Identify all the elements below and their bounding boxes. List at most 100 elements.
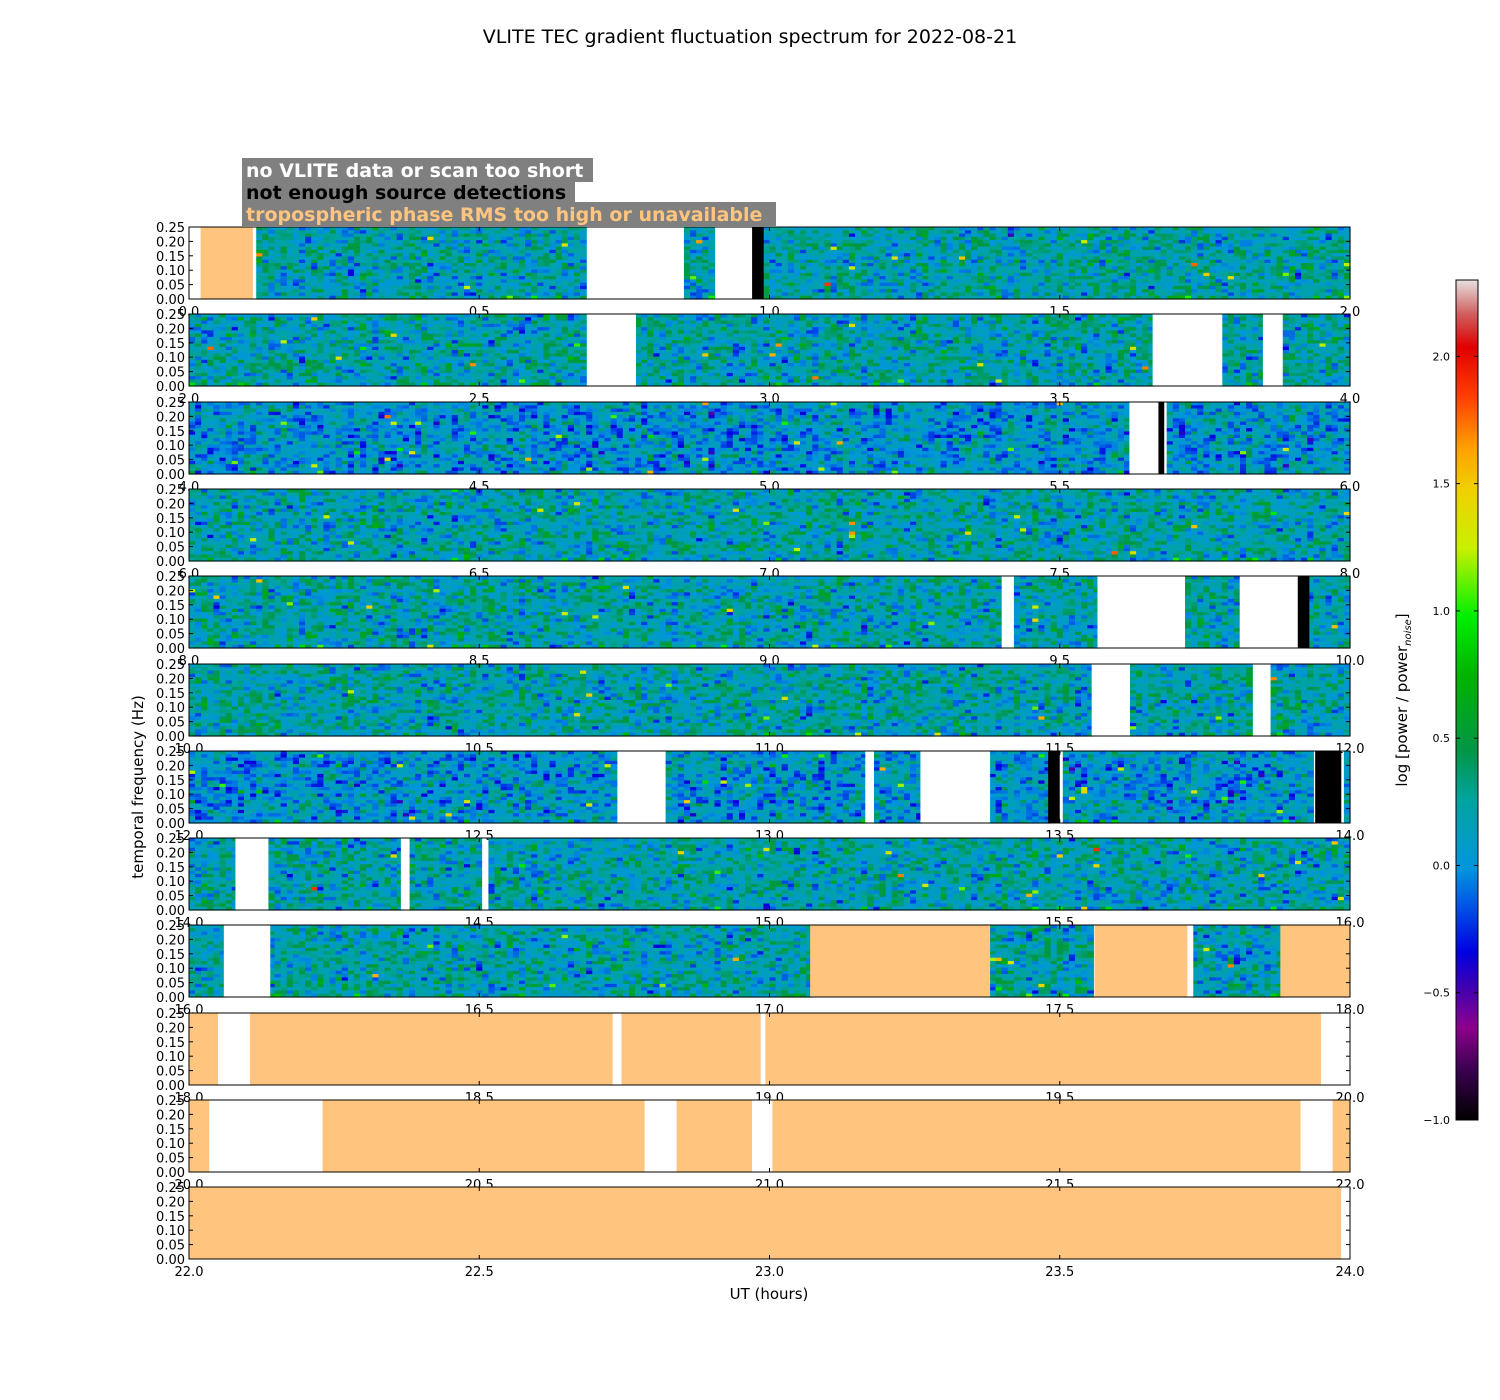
heatmap-cell (482, 240, 490, 244)
heatmap-cell (573, 230, 581, 235)
heatmap-cell (696, 227, 703, 231)
heatmap-cell (341, 289, 349, 294)
heatmap-cell (830, 263, 838, 267)
heatmap-cell (537, 292, 545, 297)
heatmap-cell (793, 279, 801, 284)
heatmap-cell (561, 243, 569, 248)
heatmap-cell (439, 266, 447, 271)
heatmap-cell (366, 246, 373, 251)
heatmap-cell (415, 272, 422, 277)
heatmap-cell (347, 246, 355, 251)
heatmap-cell (329, 227, 337, 231)
heatmap-cell (268, 272, 276, 277)
heatmap-cell (787, 295, 795, 300)
heatmap-cell (408, 227, 416, 231)
heatmap-cell (457, 249, 465, 254)
heatmap-cell (463, 289, 471, 294)
heatmap-cell (812, 285, 819, 290)
heatmap-cell (708, 272, 716, 277)
heatmap-cell (390, 236, 398, 241)
heatmap-cell (408, 230, 416, 235)
heatmap-cell (567, 259, 575, 264)
heatmap-cell (396, 227, 404, 231)
heatmap-cell (769, 259, 777, 264)
heatmap-cell (512, 230, 520, 235)
heatmap-cell (372, 256, 380, 261)
heatmap-cell (427, 272, 435, 277)
heatmap-cell (292, 292, 300, 297)
heatmap-cell (262, 282, 270, 287)
heatmap-cell (891, 276, 899, 280)
heatmap-cell (787, 259, 795, 264)
heatmap-cell (488, 230, 496, 235)
heatmap-cell (408, 243, 416, 248)
heatmap-cell (451, 233, 459, 238)
heatmap-cell (567, 230, 575, 235)
heatmap-cell (512, 249, 520, 254)
heatmap-cell (806, 256, 813, 261)
heatmap-cell (488, 263, 496, 267)
heatmap-cell (775, 240, 783, 244)
heatmap-cell (335, 240, 343, 244)
heatmap-cell (445, 292, 453, 297)
heatmap-cell (690, 263, 697, 267)
heatmap-cell (280, 253, 288, 258)
heatmap-cell (555, 240, 563, 244)
heatmap-cell (360, 276, 367, 280)
heatmap-cell (488, 292, 496, 297)
heatmap-cell (317, 289, 325, 294)
heatmap-cell (549, 236, 557, 241)
heatmap-cell (800, 263, 807, 267)
heatmap-cell (292, 285, 300, 290)
heatmap-cell (873, 285, 881, 290)
heatmap-cell (518, 266, 526, 271)
heatmap-cell (451, 256, 459, 261)
heatmap-cell (274, 246, 282, 251)
heatmap-cell (402, 227, 410, 231)
heatmap-cell (427, 276, 435, 280)
heatmap-cell (824, 292, 832, 297)
heatmap-cell (451, 295, 459, 300)
heatmap-cell (421, 227, 428, 231)
heatmap-cell (781, 243, 789, 248)
heatmap-cell (488, 259, 496, 264)
heatmap-cell (531, 295, 538, 300)
y-tick-label: 0.15 (156, 250, 185, 265)
heatmap-cell (384, 240, 392, 244)
heatmap-cell (812, 282, 819, 287)
heatmap-cell (341, 263, 349, 267)
heatmap-cell (298, 253, 306, 258)
heatmap-cell (885, 276, 893, 280)
heatmap-cell (555, 259, 563, 264)
heatmap-cell (867, 233, 874, 238)
heatmap-cell (812, 292, 819, 297)
heatmap-cell (836, 253, 844, 258)
heatmap-cell (824, 227, 832, 231)
heatmap-cell (848, 259, 856, 264)
heatmap-cell (781, 236, 789, 241)
heatmap-cell (488, 256, 496, 261)
heatmap-cell (402, 233, 410, 238)
heatmap-cell (787, 263, 795, 267)
heatmap-cell (702, 276, 709, 280)
heatmap-cell (848, 243, 856, 248)
heatmap-cell (323, 227, 331, 231)
heatmap-cell (793, 240, 801, 244)
heatmap-cell (457, 282, 465, 287)
heatmap-cell (873, 266, 881, 271)
heatmap-cell (298, 230, 306, 235)
heatmap-cell (329, 230, 337, 235)
heatmap-cell (543, 282, 551, 287)
heatmap-cell (433, 269, 441, 274)
heatmap-cell (573, 246, 581, 251)
heatmap-cell (787, 249, 795, 254)
heatmap-cell (512, 285, 520, 290)
heatmap-cell (311, 289, 318, 294)
heatmap-cell (683, 236, 691, 241)
heatmap-cell (867, 253, 874, 258)
heatmap-cell (818, 259, 826, 264)
heatmap-cell (573, 282, 581, 287)
heatmap-cell (506, 236, 514, 241)
heatmap-cell (830, 266, 838, 271)
heatmap-cell (274, 243, 282, 248)
